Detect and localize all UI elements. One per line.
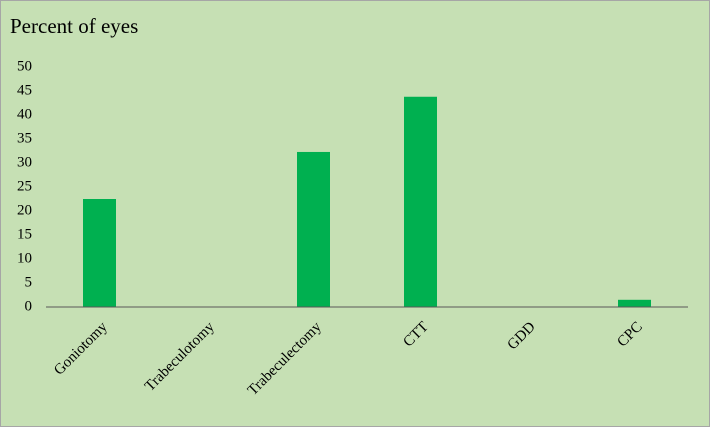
bar [297,151,330,307]
y-tick-label: 20 [17,202,32,218]
y-tick-label: 25 [17,178,32,194]
bar [404,96,437,307]
y-tick-label: 15 [17,226,32,242]
y-tick-label: 50 [17,58,32,74]
y-tick-label: 10 [17,250,32,266]
bar [618,299,651,307]
bar [83,199,116,307]
y-tick-label: 5 [25,274,33,290]
y-tick-label: 30 [17,154,32,170]
chart-title: Percent of eyes [10,14,138,38]
y-tick-label: 45 [17,82,32,98]
y-tick-label: 40 [17,106,32,122]
y-tick-label: 0 [25,298,33,314]
y-tick-label: 35 [17,130,32,146]
